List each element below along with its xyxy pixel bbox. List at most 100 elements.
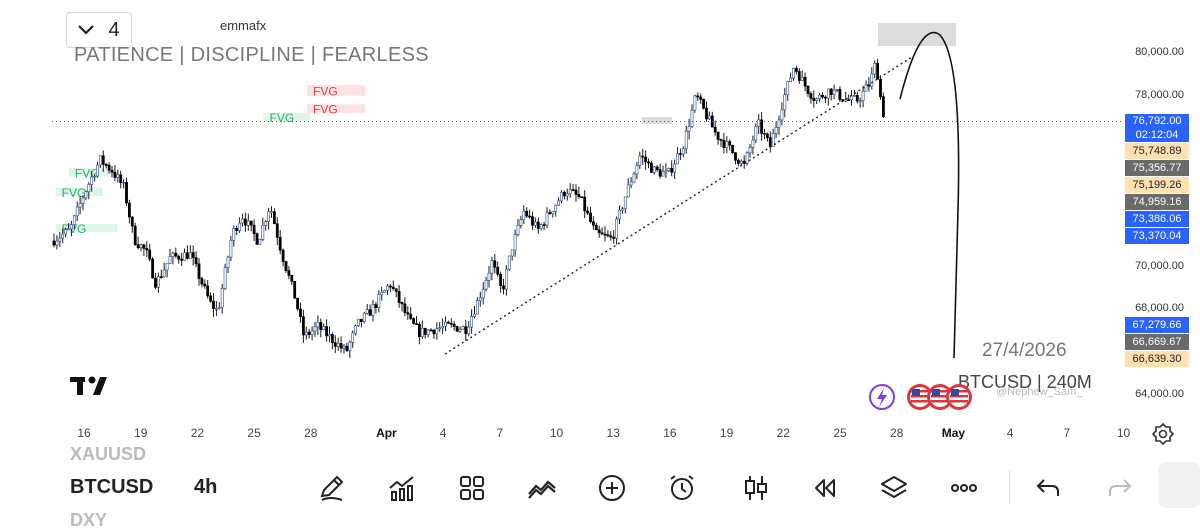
redo-icon[interactable]	[1104, 472, 1136, 504]
candle	[771, 133, 775, 147]
candle	[249, 220, 253, 226]
time-axis-label: 10	[1117, 426, 1131, 440]
candle	[186, 252, 189, 259]
candle	[502, 285, 505, 290]
side-panel-button[interactable]	[1158, 462, 1200, 508]
candle	[470, 316, 474, 328]
candle	[200, 278, 204, 285]
time-axis-label: 28	[304, 426, 318, 440]
candle	[287, 270, 291, 276]
candle	[652, 166, 656, 173]
alarm-clock-icon[interactable]	[666, 472, 698, 504]
candle	[162, 269, 166, 278]
symbol-list-next[interactable]: DXY	[70, 510, 108, 530]
compare-icon[interactable]	[526, 472, 558, 504]
indicator-count: 4	[108, 18, 120, 41]
candle	[823, 96, 827, 99]
symbol-button[interactable]: BTCUSD	[70, 476, 154, 498]
price-label: 74,959.16	[1125, 193, 1189, 210]
more-icon[interactable]	[948, 472, 980, 504]
symbol-list-prev[interactable]: XAUUSD	[70, 444, 147, 464]
candle	[339, 343, 343, 349]
candle	[638, 155, 642, 166]
candle	[525, 210, 529, 217]
candle	[75, 206, 79, 217]
drawings	[52, 31, 1122, 359]
candle	[676, 153, 679, 165]
candle	[728, 141, 732, 146]
projection-curve[interactable]	[899, 31, 960, 359]
candle	[661, 171, 665, 177]
collapse-indicators-button[interactable]: 4	[66, 12, 132, 48]
candle	[307, 331, 311, 335]
candle	[493, 260, 497, 268]
replay-icon[interactable]	[808, 472, 840, 504]
candle	[873, 63, 877, 75]
candle	[658, 169, 662, 177]
candle	[699, 96, 703, 100]
fvg-zone	[68, 168, 109, 177]
candlestick-chart[interactable]: FVGFVGFVGFVGFVGFVGFVGFVGFVGFVG 161922252…	[0, 0, 1200, 446]
candle	[310, 330, 314, 335]
candle	[391, 286, 395, 290]
candle	[461, 326, 465, 330]
price-label: 75,199.26	[1125, 176, 1189, 193]
trendline[interactable]	[444, 56, 913, 355]
undo-icon[interactable]	[1032, 472, 1064, 504]
time-axis-label: 19	[720, 426, 734, 440]
candle	[858, 100, 862, 102]
candle	[577, 194, 581, 198]
drawing-pen-icon[interactable]	[316, 472, 348, 504]
candle	[441, 325, 445, 329]
add-circle-icon[interactable]	[596, 472, 628, 504]
event-badges[interactable]	[864, 383, 984, 413]
time-axis-label: 22	[191, 426, 205, 440]
candle	[600, 232, 604, 235]
candle	[879, 78, 882, 97]
candle	[374, 304, 378, 308]
candle	[78, 202, 82, 208]
candle	[342, 345, 346, 349]
candle	[409, 313, 413, 319]
candle	[217, 307, 221, 309]
layout-grid-icon[interactable]	[456, 472, 488, 504]
candle	[763, 133, 766, 135]
candle	[159, 276, 163, 278]
author-name: emmafx	[220, 18, 267, 33]
price-axis-label: 64,000.00	[1135, 387, 1184, 400]
candle	[681, 148, 685, 155]
candle	[571, 189, 575, 191]
candle	[670, 167, 674, 173]
candle	[731, 144, 735, 153]
time-axis-label: 7	[1063, 426, 1070, 440]
candle	[818, 94, 822, 100]
candle	[165, 263, 169, 271]
candle	[832, 89, 836, 95]
candle	[803, 76, 807, 87]
candle	[504, 268, 508, 290]
candle	[580, 196, 584, 199]
candle	[252, 224, 256, 234]
candles-icon[interactable]	[740, 472, 772, 504]
candle	[780, 109, 784, 121]
countdown-timer: 02:12:04	[1135, 128, 1179, 141]
candle	[768, 137, 772, 147]
candle	[226, 256, 230, 268]
time-axis-label: 13	[607, 426, 621, 440]
candle	[702, 99, 706, 109]
candle	[238, 222, 242, 231]
candle	[383, 290, 387, 293]
candle	[548, 212, 552, 215]
candle	[623, 196, 627, 210]
settings-gear-icon[interactable]	[1150, 421, 1176, 447]
time-axis-label: 16	[77, 426, 91, 440]
indicators-icon[interactable]	[386, 472, 418, 504]
candle	[223, 267, 227, 289]
time-axis-label: 25	[247, 426, 261, 440]
fvg-label: FVG	[313, 103, 338, 117]
time-axis-label: 4	[440, 426, 447, 440]
current-price-value: 76,792.00	[1132, 114, 1182, 127]
layers-icon[interactable]	[878, 472, 910, 504]
interval-button[interactable]: 4h	[194, 476, 218, 498]
candle	[861, 90, 865, 101]
